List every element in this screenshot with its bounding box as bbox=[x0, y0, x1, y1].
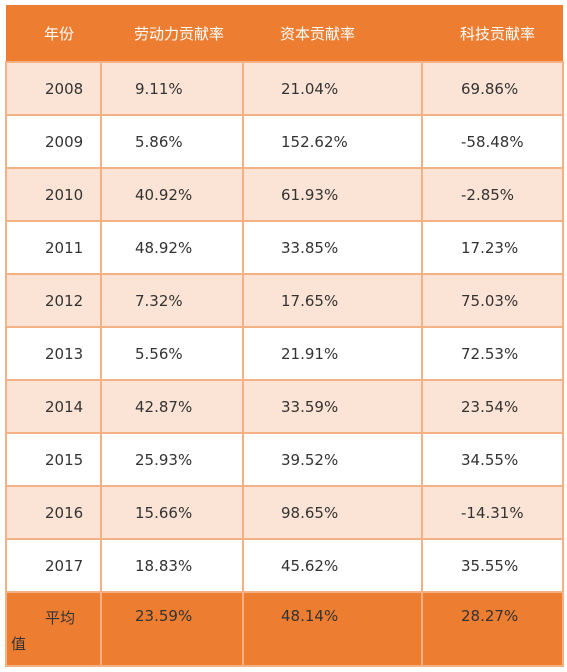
cell-labor: 15.66% bbox=[100, 485, 244, 540]
cell-year: 2017 bbox=[5, 538, 102, 593]
average-capital: 48.14% bbox=[242, 591, 423, 667]
cell-capital: 45.62% bbox=[242, 538, 423, 593]
header-row: 年份 劳动力贡献率 资本贡献率 科技贡献率 bbox=[6, 5, 563, 62]
cell-year: 2011 bbox=[5, 220, 102, 275]
average-label: 平均 值 bbox=[5, 591, 102, 667]
average-labor: 23.59% bbox=[100, 591, 244, 667]
cell-capital: 21.04% bbox=[242, 61, 423, 116]
cell-tech: 17.23% bbox=[421, 220, 564, 275]
cell-labor: 40.92% bbox=[100, 167, 244, 222]
table-row: 2015 25.93% 39.52% 34.55% bbox=[5, 432, 564, 487]
cell-tech: 75.03% bbox=[421, 273, 564, 328]
table-row: 2016 15.66% 98.65% -14.31% bbox=[5, 485, 564, 540]
average-tech-value: 28.27% bbox=[461, 607, 519, 625]
cell-labor: 18.83% bbox=[100, 538, 244, 593]
average-capital-value: 48.14% bbox=[281, 607, 339, 625]
cell-labor: 25.93% bbox=[100, 432, 244, 487]
cell-capital: 98.65% bbox=[242, 485, 423, 540]
cell-year: 2009 bbox=[5, 114, 102, 169]
table-row: 2014 42.87% 33.59% 23.54% bbox=[5, 379, 564, 434]
contribution-table-container: 年份 劳动力贡献率 资本贡献率 科技贡献率 2008 9.11% 21.04% 69.… bbox=[5, 5, 564, 667]
average-label-line2: 值 bbox=[11, 635, 27, 653]
cell-year: 2014 bbox=[5, 379, 102, 434]
cell-capital: 21.91% bbox=[242, 326, 423, 381]
cell-capital: 61.93% bbox=[242, 167, 423, 222]
header-year: 年份 bbox=[6, 5, 101, 62]
cell-labor: 7.32% bbox=[100, 273, 244, 328]
cell-year: 2008 bbox=[5, 61, 102, 116]
cell-year: 2010 bbox=[5, 167, 102, 222]
cell-tech: 35.55% bbox=[421, 538, 564, 593]
cell-capital: 33.85% bbox=[242, 220, 423, 275]
cell-tech: 69.86% bbox=[421, 61, 564, 116]
cell-tech: 34.55% bbox=[421, 432, 564, 487]
cell-capital: 33.59% bbox=[242, 379, 423, 434]
table-body: 2008 9.11% 21.04% 69.86% 2009 5.86% 152.62% -58… bbox=[5, 61, 564, 593]
cell-tech: 72.53% bbox=[421, 326, 564, 381]
table-row: 2009 5.86% 152.62% -58.48% bbox=[5, 114, 564, 169]
table-row: 2013 5.56% 21.91% 72.53% bbox=[5, 326, 564, 381]
cell-year: 2015 bbox=[5, 432, 102, 487]
table-row: 2010 40.92% 61.93% -2.85% bbox=[5, 167, 564, 222]
average-labor-value: 23.59% bbox=[135, 607, 193, 625]
header-capital-contribution: 资本贡献率 bbox=[243, 5, 422, 62]
cell-capital: 39.52% bbox=[242, 432, 423, 487]
cell-labor: 9.11% bbox=[100, 61, 244, 116]
cell-capital: 152.62% bbox=[242, 114, 423, 169]
table-row: 2011 48.92% 33.85% 17.23% bbox=[5, 220, 564, 275]
cell-tech: -58.48% bbox=[421, 114, 564, 169]
cell-labor: 48.92% bbox=[100, 220, 244, 275]
table-row: 2017 18.83% 45.62% 35.55% bbox=[5, 538, 564, 593]
cell-tech: -2.85% bbox=[421, 167, 564, 222]
average-label-line1: 平均 bbox=[45, 609, 76, 627]
cell-tech: 23.54% bbox=[421, 379, 564, 434]
cell-capital: 17.65% bbox=[242, 273, 423, 328]
cell-labor: 5.86% bbox=[100, 114, 244, 169]
average-tech: 28.27% bbox=[421, 591, 564, 667]
cell-labor: 42.87% bbox=[100, 379, 244, 434]
header-labor-contribution: 劳动力贡献率 bbox=[101, 5, 243, 62]
cell-year: 2012 bbox=[5, 273, 102, 328]
table-footer: 平均 值 23.59% 48.14% 28.27% bbox=[5, 591, 564, 667]
contribution-table: 年份 劳动力贡献率 资本贡献率 科技贡献率 2008 9.11% 21.04% 69.… bbox=[5, 5, 564, 667]
cell-labor: 5.56% bbox=[100, 326, 244, 381]
table-row: 2012 7.32% 17.65% 75.03% bbox=[5, 273, 564, 328]
cell-tech: -14.31% bbox=[421, 485, 564, 540]
table-header: 年份 劳动力贡献率 资本贡献率 科技贡献率 bbox=[6, 5, 563, 62]
table-row: 2008 9.11% 21.04% 69.86% bbox=[5, 61, 564, 116]
average-row: 平均 值 23.59% 48.14% 28.27% bbox=[5, 591, 564, 667]
cell-year: 2013 bbox=[5, 326, 102, 381]
header-tech-contribution: 科技贡献率 bbox=[422, 5, 563, 62]
cell-year: 2016 bbox=[5, 485, 102, 540]
